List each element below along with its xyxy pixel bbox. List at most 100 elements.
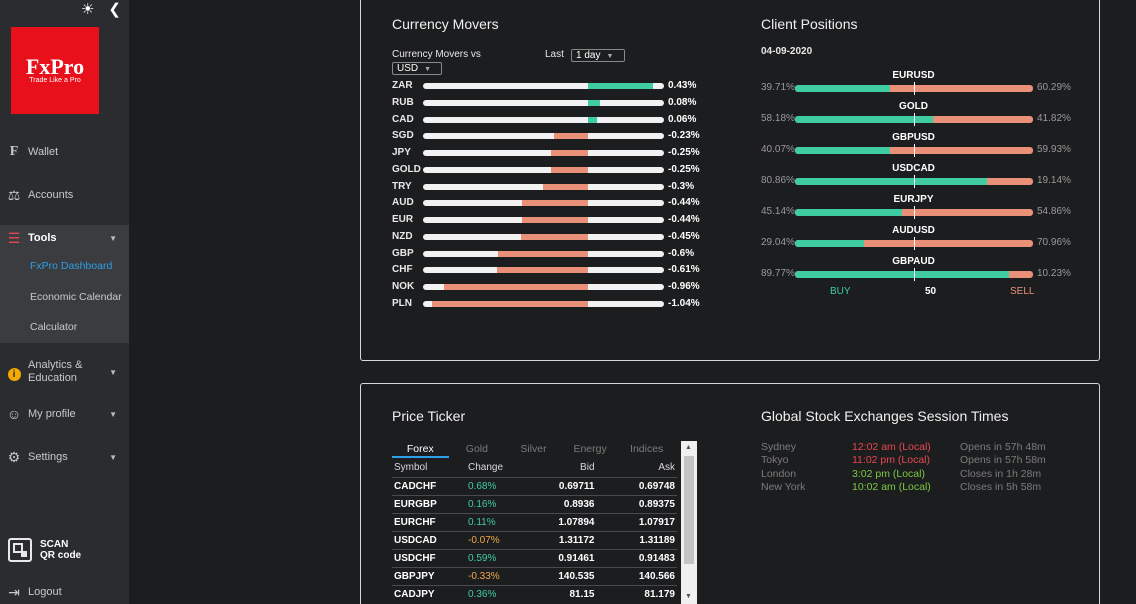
mover-track xyxy=(423,99,664,106)
position-midline xyxy=(914,237,915,250)
table-row[interactable]: GBPJPY -0.33% 140.535 140.566 xyxy=(392,566,677,585)
header-symbol[interactable]: Symbol xyxy=(394,462,428,474)
price-ticker-tabs: Forex Gold Silver Energy Indices xyxy=(392,442,675,458)
cell-bid: 0.8936 xyxy=(516,494,597,513)
scan-qr-label: SCAN QR code xyxy=(40,539,81,561)
position-midline xyxy=(914,144,915,157)
tools-icon: ☰ xyxy=(7,229,21,246)
table-row[interactable]: EURGBP 0.16% 0.8936 0.89375 xyxy=(392,494,677,513)
position-buy-pct: 45.14% xyxy=(761,206,795,217)
cell-change: 0.59% xyxy=(466,548,516,567)
client-positions-title: Client Positions xyxy=(761,16,858,32)
mover-code: PLN xyxy=(392,297,412,309)
sidebar-item-accounts[interactable]: ⚖ Accounts xyxy=(0,187,129,203)
position-symbol: EURUSD xyxy=(892,70,935,81)
mover-value: -0.96% xyxy=(668,281,700,292)
mover-row: NZD -0.45% xyxy=(392,231,702,243)
sidebar-item-tools[interactable]: ☰ Tools ▼ xyxy=(0,229,129,246)
header-change[interactable]: Change xyxy=(468,462,504,474)
tab-energy[interactable]: Energy xyxy=(573,443,607,455)
cell-ask: 0.89375 xyxy=(596,494,677,513)
mover-code: RUB xyxy=(392,96,414,108)
position-row: GBPAUD 89.77% 10.23% xyxy=(761,256,1071,287)
mover-value: -0.44% xyxy=(668,214,700,225)
cell-change: -0.07% xyxy=(466,530,516,549)
position-row: EURJPY 45.14% 54.86% xyxy=(761,194,1071,225)
sidebar-item-analytics[interactable]: i Analytics & Education ▼ xyxy=(0,359,129,385)
table-row[interactable]: USDCHF 0.59% 0.91461 0.91483 xyxy=(392,548,677,567)
mover-code: CHF xyxy=(392,264,413,276)
sidebar-subitem-calculator[interactable]: Calculator xyxy=(30,321,78,333)
position-row: GBPUSD 40.07% 59.93% xyxy=(761,132,1071,163)
position-sell-pct: 41.82% xyxy=(1037,113,1071,124)
header-ask[interactable]: Ask xyxy=(658,462,675,474)
base-currency-select[interactable]: USD ▼ xyxy=(392,62,442,75)
sidebar-item-label: Accounts xyxy=(28,189,74,201)
mover-value: 0.43% xyxy=(668,80,697,91)
chevron-left-icon[interactable]: ❮ xyxy=(108,1,121,18)
sidebar-subitem-dashboard[interactable]: FxPro Dashboard xyxy=(30,260,113,272)
fxpro-logo[interactable]: FxPro Trade Like a Pro xyxy=(11,27,99,114)
tab-silver[interactable]: Silver xyxy=(520,443,547,455)
sun-icon[interactable]: ☀ xyxy=(80,1,95,18)
period-value: 1 day xyxy=(576,50,601,61)
position-midline xyxy=(914,113,915,126)
period-select[interactable]: 1 day ▼ xyxy=(571,49,625,62)
mover-track xyxy=(423,166,664,173)
session-time: 10:02 am (Local) xyxy=(852,480,931,493)
header-bid[interactable]: Bid xyxy=(580,462,595,474)
chevron-down-icon: ▼ xyxy=(424,66,432,73)
movers-vs-label: Currency Movers vs xyxy=(392,49,481,60)
mover-bar xyxy=(588,116,597,123)
scroll-up-icon[interactable]: ▲ xyxy=(685,444,692,451)
scroll-down-icon[interactable]: ▼ xyxy=(685,593,692,600)
tab-forex[interactable]: Forex xyxy=(392,442,449,458)
session-status: Opens in 57h 58m xyxy=(960,454,1046,467)
scrollbar-thumb[interactable] xyxy=(684,456,694,564)
position-symbol: AUDUSD xyxy=(892,225,935,236)
mover-value: -0.45% xyxy=(668,230,700,242)
table-header-row: Symbol Change Bid Ask xyxy=(392,459,677,477)
sidebar-item-profile[interactable]: ☺ My profile ▼ xyxy=(0,406,129,422)
chevron-down-icon: ▼ xyxy=(109,233,117,243)
tab-gold[interactable]: Gold xyxy=(465,443,488,455)
table-row[interactable]: CADJPY 0.36% 81.15 81.179 xyxy=(392,584,677,603)
position-buy-bar xyxy=(795,240,865,247)
mover-row: JPY -0.25% xyxy=(392,147,702,159)
mover-value: -0.3% xyxy=(668,180,695,192)
sidebar-item-settings[interactable]: ⚙ Settings ▼ xyxy=(0,449,129,465)
position-buy-bar xyxy=(795,271,1009,278)
position-buy-pct: 89.77% xyxy=(761,268,795,279)
session-row: Sydney 12:02 am (Local) Opens in 57h 48m xyxy=(761,441,1081,454)
position-buy-pct: 80.86% xyxy=(761,175,795,186)
sidebar-item-wallet[interactable]: F Wallet xyxy=(0,144,129,159)
cell-symbol: EURGBP xyxy=(392,494,466,513)
mover-row: GOLD -0.25% xyxy=(392,164,702,176)
table-row[interactable]: EURCHF 0.11% 1.07894 1.07917 xyxy=(392,512,677,531)
mover-bar xyxy=(498,250,588,257)
mover-row: CAD 0.06% xyxy=(392,114,702,126)
cell-ask: 0.69748 xyxy=(596,476,677,495)
sidebar-item-logout[interactable]: ⇥ Logout xyxy=(0,584,129,600)
position-sell-pct: 59.93% xyxy=(1037,144,1071,155)
mover-value: -0.25% xyxy=(668,147,700,158)
mover-code: JPY xyxy=(392,147,411,158)
tab-indices[interactable]: Indices xyxy=(630,443,664,455)
session-status: Closes in 1h 28m xyxy=(960,467,1042,480)
ticker-scrollbar[interactable]: ▲ ▼ xyxy=(681,441,697,604)
table-row[interactable]: CADCHF 0.68% 0.69711 0.69748 xyxy=(392,476,677,495)
client-positions-date: 04-09-2020 xyxy=(761,46,813,57)
session-row: Tokyo 11:02 pm (Local) Opens in 57h 58m xyxy=(761,454,1081,467)
table-row[interactable]: USDCAD -0.07% 1.31172 1.31189 xyxy=(392,530,677,549)
mover-bar xyxy=(522,200,588,207)
mover-bar xyxy=(543,183,588,190)
mover-track xyxy=(423,267,664,274)
mover-code: SGD xyxy=(392,130,414,142)
sidebar-item-label: Analytics & Education xyxy=(28,359,82,385)
scan-qr-button[interactable]: SCAN QR code xyxy=(8,538,81,562)
mover-row: SGD -0.23% xyxy=(392,130,702,142)
session-city: London xyxy=(761,467,797,480)
tools-section: ☰ Tools ▼ xyxy=(0,225,129,343)
position-buy-pct: 39.71% xyxy=(761,82,795,93)
sidebar-subitem-calendar[interactable]: Economic Calendar xyxy=(30,291,122,303)
